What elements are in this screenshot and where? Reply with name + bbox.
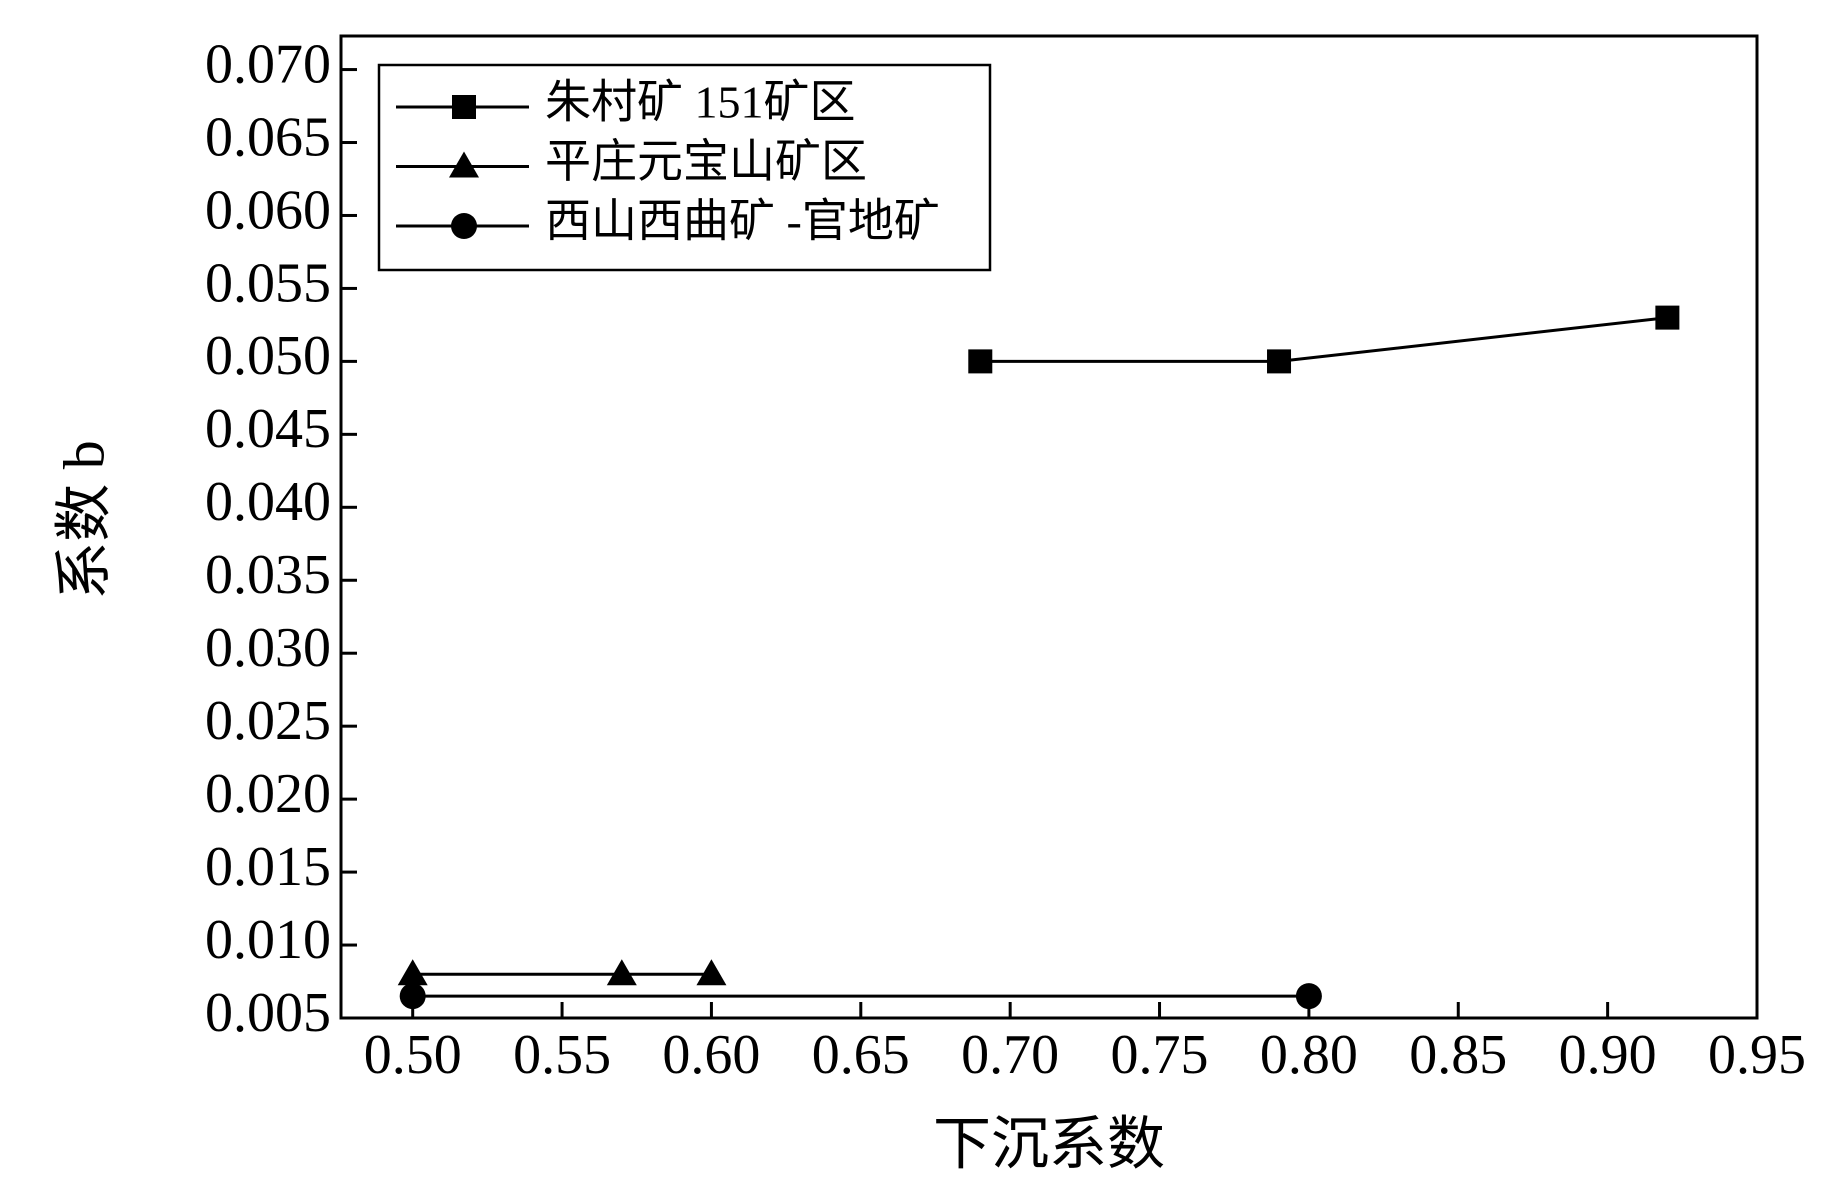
- plot-frame: [339, 34, 1759, 1020]
- legend-marker: [449, 151, 479, 178]
- x-tick-label: 0.50: [364, 1024, 462, 1086]
- x-axis-label: 下沉系数: [933, 1111, 1165, 1176]
- data-point: [399, 983, 426, 1010]
- y-tick-label: 0.030: [205, 617, 331, 679]
- legend-label: 平庄元宝山矿区: [545, 136, 867, 187]
- y-tick-label: 0.005: [205, 982, 331, 1044]
- y-tick-label: 0.050: [205, 325, 331, 387]
- y-tick-label: 0.015: [205, 836, 331, 898]
- legend-label: 朱村矿 151矿区: [545, 77, 856, 128]
- data-point: [696, 959, 727, 986]
- x-tick-label: 0.70: [961, 1024, 1059, 1086]
- data-point: [1267, 349, 1292, 374]
- legend-marker: [451, 213, 477, 239]
- x-tick-label: 0.75: [1111, 1024, 1209, 1086]
- x-tick-label: 0.80: [1260, 1024, 1358, 1086]
- x-tick-label: 0.60: [662, 1024, 760, 1086]
- y-axis-label: 系数 b: [51, 440, 116, 600]
- y-tick-label: 0.035: [205, 544, 331, 606]
- legend-label: 西山西曲矿 -官地矿: [545, 196, 940, 247]
- x-tick-label: 0.95: [1708, 1024, 1806, 1086]
- y-tick-label: 0.025: [205, 690, 331, 752]
- data-point: [1295, 983, 1322, 1010]
- data-point: [606, 959, 637, 986]
- data-point: [397, 959, 428, 986]
- y-tick-label: 0.055: [205, 252, 331, 314]
- x-tick-label: 0.65: [812, 1024, 910, 1086]
- x-tick-label: 0.85: [1409, 1024, 1507, 1086]
- y-tick-label: 0.010: [205, 909, 331, 971]
- y-tick-label: 0.060: [205, 179, 331, 241]
- y-tick-label: 0.020: [205, 763, 331, 825]
- y-tick-label: 0.045: [205, 398, 331, 460]
- data-point: [1655, 305, 1680, 330]
- data-point: [968, 349, 993, 374]
- y-tick-label: 0.070: [205, 33, 331, 95]
- x-tick-label: 0.90: [1559, 1024, 1657, 1086]
- legend-marker: [452, 95, 476, 119]
- series-line: [980, 316, 1668, 363]
- x-tick-label: 0.55: [513, 1024, 611, 1086]
- y-tick-label: 0.040: [205, 471, 331, 533]
- y-tick-label: 0.065: [205, 106, 331, 168]
